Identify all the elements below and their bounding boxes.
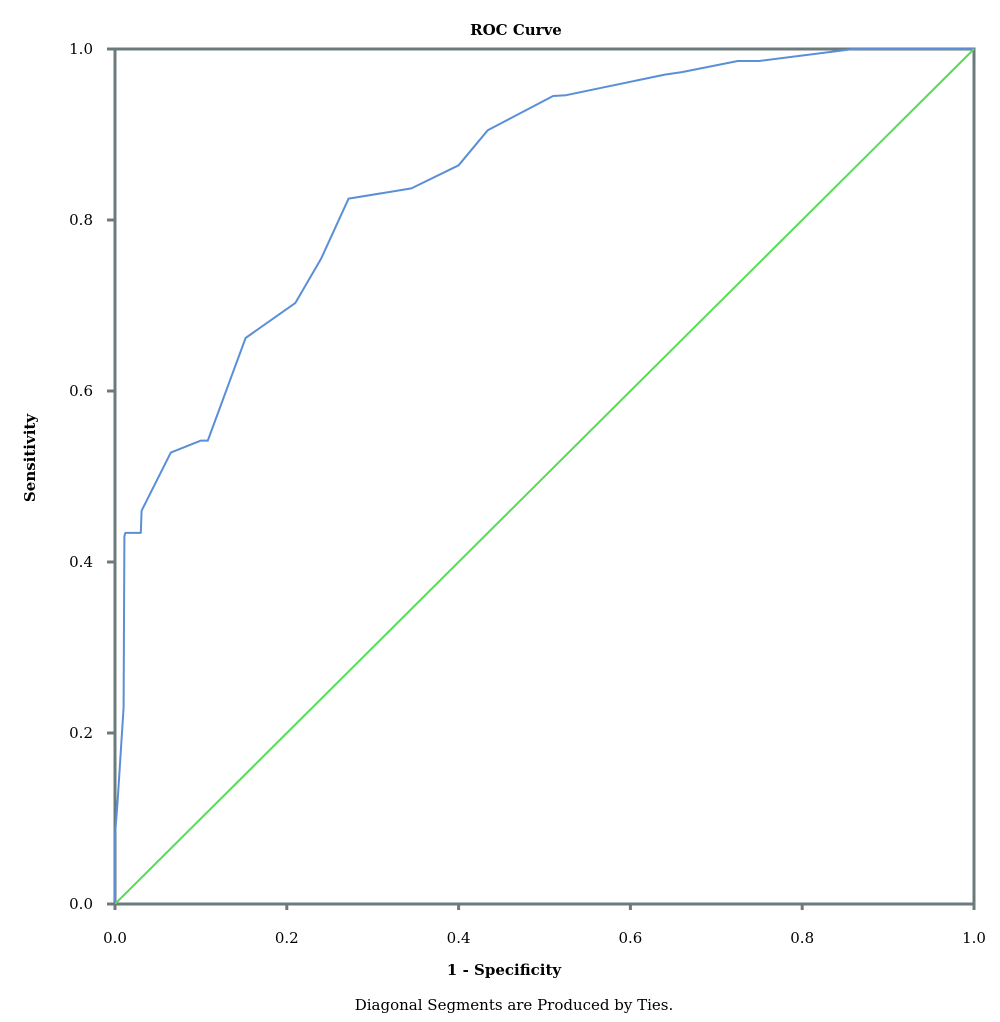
x-tick-label: 0.0 [103, 929, 127, 947]
series-lines [114, 48, 975, 905]
y-tick-label: 1.0 [69, 40, 93, 58]
x-tick-label: 1.0 [962, 929, 986, 947]
chart-footnote: Diagonal Segments are Produced by Ties. [355, 996, 674, 1014]
series-line-0 [114, 48, 974, 904]
series-line-1 [114, 48, 975, 905]
y-tick-label: 0.2 [69, 724, 93, 742]
y-axis-ticks: 0.0 0.2 0.4 0.6 0.8 1.0 [69, 40, 115, 913]
y-tick-label: 0.6 [69, 382, 93, 400]
chart-title: ROC Curve [470, 21, 562, 39]
y-tick-label: 0.0 [69, 895, 93, 913]
x-tick-label: 0.2 [275, 929, 299, 947]
axes [113, 47, 976, 906]
y-axis-label: Sensitivity [21, 413, 39, 502]
y-tick-label: 0.4 [69, 553, 93, 571]
x-tick-label: 0.4 [447, 929, 471, 947]
x-tick-label: 0.8 [790, 929, 814, 947]
x-axis-label: 1 - Specificity [447, 961, 562, 979]
x-axis-ticks: 0.0 0.2 0.4 0.6 0.8 1.0 [103, 904, 986, 947]
plot-frame [113, 47, 976, 906]
x-tick-label: 0.6 [618, 929, 642, 947]
y-tick-label: 0.8 [69, 211, 93, 229]
